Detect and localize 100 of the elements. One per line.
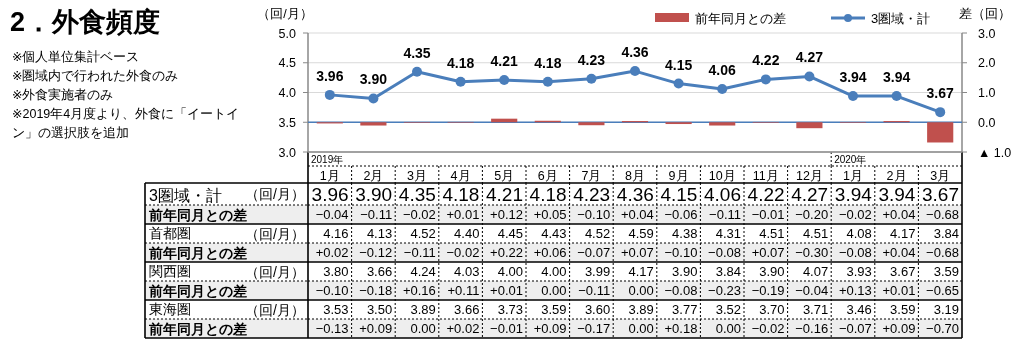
x-tick-label: 3月 (930, 169, 951, 183)
data-label: 4.52 (584, 226, 611, 242)
data-label: 3.77 (672, 302, 698, 318)
data-label: +0.01 (882, 283, 916, 299)
data-label: +0.09 (359, 321, 393, 337)
data-label: 3.59 (541, 302, 567, 318)
data-label: +0.09 (882, 321, 916, 337)
data-label: +0.04 (882, 207, 916, 223)
data-label: 4.45 (497, 226, 523, 242)
point (891, 91, 902, 102)
x-tick-label: 2月 (363, 169, 384, 183)
data-label: 3.66 (366, 264, 393, 280)
data-label: 4.06 (704, 183, 741, 205)
data-label: +0.04 (620, 207, 654, 223)
data-label: 3.84 (715, 264, 741, 280)
y-tick-label: 3.5 (278, 115, 297, 130)
data-label: 3.59 (933, 264, 959, 280)
legend-label: 前年同月との差 (695, 11, 786, 26)
x-tick-label: 1月 (843, 169, 863, 183)
data-label: 4.18 (534, 54, 562, 71)
data-label: 4.23 (573, 183, 611, 205)
data-label: −0.68 (926, 207, 959, 223)
data-label: −0.70 (926, 321, 959, 337)
text: ※圏域内で行われた外食のみ (12, 68, 180, 85)
data-label: 3.99 (584, 264, 611, 280)
data-label: 4.38 (672, 226, 698, 242)
data-label: +0.22 (490, 245, 523, 261)
data-label: −0.11 (578, 283, 611, 299)
data-label: 0.00 (628, 283, 654, 299)
data-label: +0.06 (533, 245, 567, 261)
data-label: −0.01 (490, 321, 523, 337)
data-label: 4.43 (541, 226, 567, 242)
x-tick-label: 1月 (319, 169, 340, 183)
data-label: 3.93 (846, 264, 872, 280)
data-label: 4.36 (616, 183, 654, 205)
y2-axis-title: 差（回） (959, 7, 1011, 21)
point (717, 83, 728, 94)
data-label: −0.16 (795, 321, 829, 337)
data-label: −0.13 (315, 321, 349, 337)
data-label: 4.40 (454, 226, 480, 242)
data-label: −0.30 (795, 245, 829, 261)
text: （回/月） (245, 301, 305, 318)
data-label: 4.27 (795, 49, 824, 66)
data-label: −0.04 (795, 283, 829, 299)
data-label: 4.51 (802, 226, 829, 242)
x-tick-label: 7月 (581, 169, 602, 183)
data-label: 3.96 (316, 67, 344, 84)
y2-tick-label: ▲ 1.0 (978, 145, 1012, 160)
data-label: 4.23 (577, 51, 606, 68)
x-tick-label: 5月 (494, 169, 515, 183)
data-label: 4.21 (490, 53, 519, 69)
y-tick-label: 4.0 (278, 86, 297, 100)
data-label: −0.11 (709, 207, 741, 223)
data-label: −0.65 (926, 283, 959, 299)
data-label: −0.02 (402, 207, 436, 223)
y-tick-label: 3圏域・計 (149, 186, 222, 204)
text: ※2019年4月度より、外食に「イートイン」の選択肢を追加 (12, 106, 241, 142)
x-tick-label: 11月 (752, 169, 779, 183)
data-label: 0.00 (410, 321, 436, 337)
data-label: −0.23 (708, 283, 741, 299)
data-label: +0.02 (446, 321, 480, 337)
data-label: +0.11 (447, 283, 480, 299)
data-label: 3.19 (933, 302, 959, 318)
y-tick-label: 前年同月との差 (148, 206, 247, 223)
data-label: 4.03 (454, 264, 480, 280)
data-label: 4.17 (890, 226, 916, 242)
y2-tick-label: 2.0 (978, 56, 996, 71)
data-label: 3.46 (846, 302, 872, 318)
data-label: 4.51 (759, 226, 785, 242)
data-label: 4.00 (497, 264, 523, 280)
data-label: −0.08 (838, 245, 872, 261)
x-tick-label: 10月 (708, 169, 736, 183)
data-label: 4.52 (410, 226, 436, 242)
x-tick-label: 12月 (795, 169, 823, 183)
data-label: +0.07 (620, 245, 654, 261)
y2-tick-label: 0.0 (978, 115, 996, 130)
data-label: −0.10 (315, 283, 349, 299)
data-label: +0.09 (533, 321, 567, 337)
data-label: +0.05 (533, 207, 567, 223)
y-tick-label: 首都圏 (149, 225, 191, 242)
legend-label: 3圏域・計 (871, 11, 931, 26)
x-tick-label: 4月 (450, 169, 471, 183)
data-label: −0.08 (708, 245, 741, 261)
data-label: 3.67 (890, 264, 916, 280)
data-label: +0.01 (446, 207, 480, 223)
data-label: 4.21 (486, 183, 523, 205)
x-tick-label: 3月 (407, 169, 427, 183)
data-label: +0.13 (838, 283, 872, 299)
data-label: 3.59 (890, 302, 916, 318)
point (935, 107, 946, 118)
data-label: 3.89 (628, 302, 654, 318)
data-label: 3.52 (715, 302, 741, 318)
data-label: 4.18 (442, 183, 480, 205)
data-label: −0.20 (795, 207, 829, 223)
text: 2．外食頻度 (10, 6, 161, 39)
data-label: 3.90 (759, 264, 785, 280)
data-label: 3.90 (355, 183, 393, 205)
point (542, 76, 553, 87)
data-label: 3.96 (311, 183, 349, 205)
data-label: −0.10 (664, 245, 698, 261)
